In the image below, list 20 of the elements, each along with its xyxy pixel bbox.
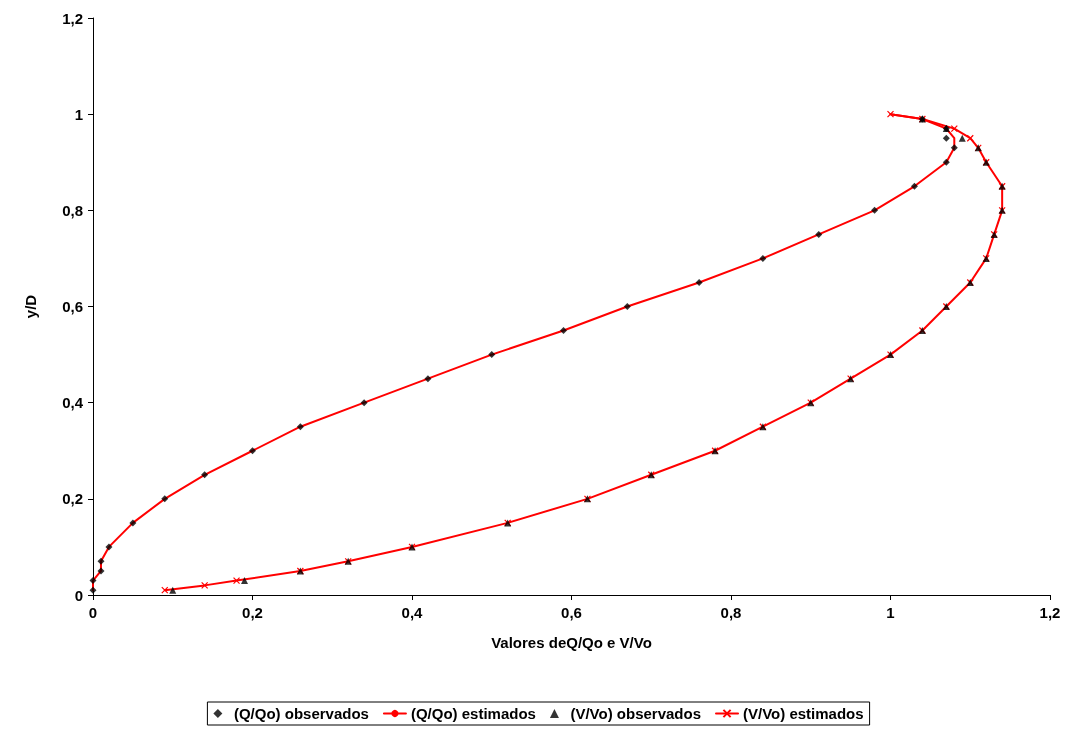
legend-label: (Q/Qo) estimados (410, 705, 536, 722)
x-tick-label: 1,2 (1039, 604, 1061, 621)
x-tick-label: 0,6 (561, 604, 582, 621)
x-tick-label: 0,2 (242, 604, 263, 621)
x-axis-title: Valores deQ/Qo e V/Vo (491, 634, 652, 651)
x-tick-label: 0 (88, 604, 98, 621)
y-tick-label: 1,2 (62, 9, 83, 27)
legend-label: (V/Vo) observados (570, 705, 702, 722)
y-tick-label: 0,4 (62, 394, 84, 412)
y-tick-label: 1 (74, 105, 83, 123)
y-tick-label: 0,8 (62, 201, 83, 219)
y-tick-label: 0,6 (62, 298, 83, 315)
x-tick-label: 1 (886, 604, 895, 621)
y-tick-label: 0,2 (62, 490, 83, 508)
legend-label: (V/Vo) estimados (743, 705, 864, 722)
y-tick-label: 0 (74, 586, 83, 604)
legend-label: (Q/Qo) observados (233, 705, 369, 722)
x-tick-label: 0,4 (401, 604, 424, 621)
x-tick-label: 0,8 (720, 604, 742, 621)
y-axis-title: y/D (22, 294, 39, 319)
